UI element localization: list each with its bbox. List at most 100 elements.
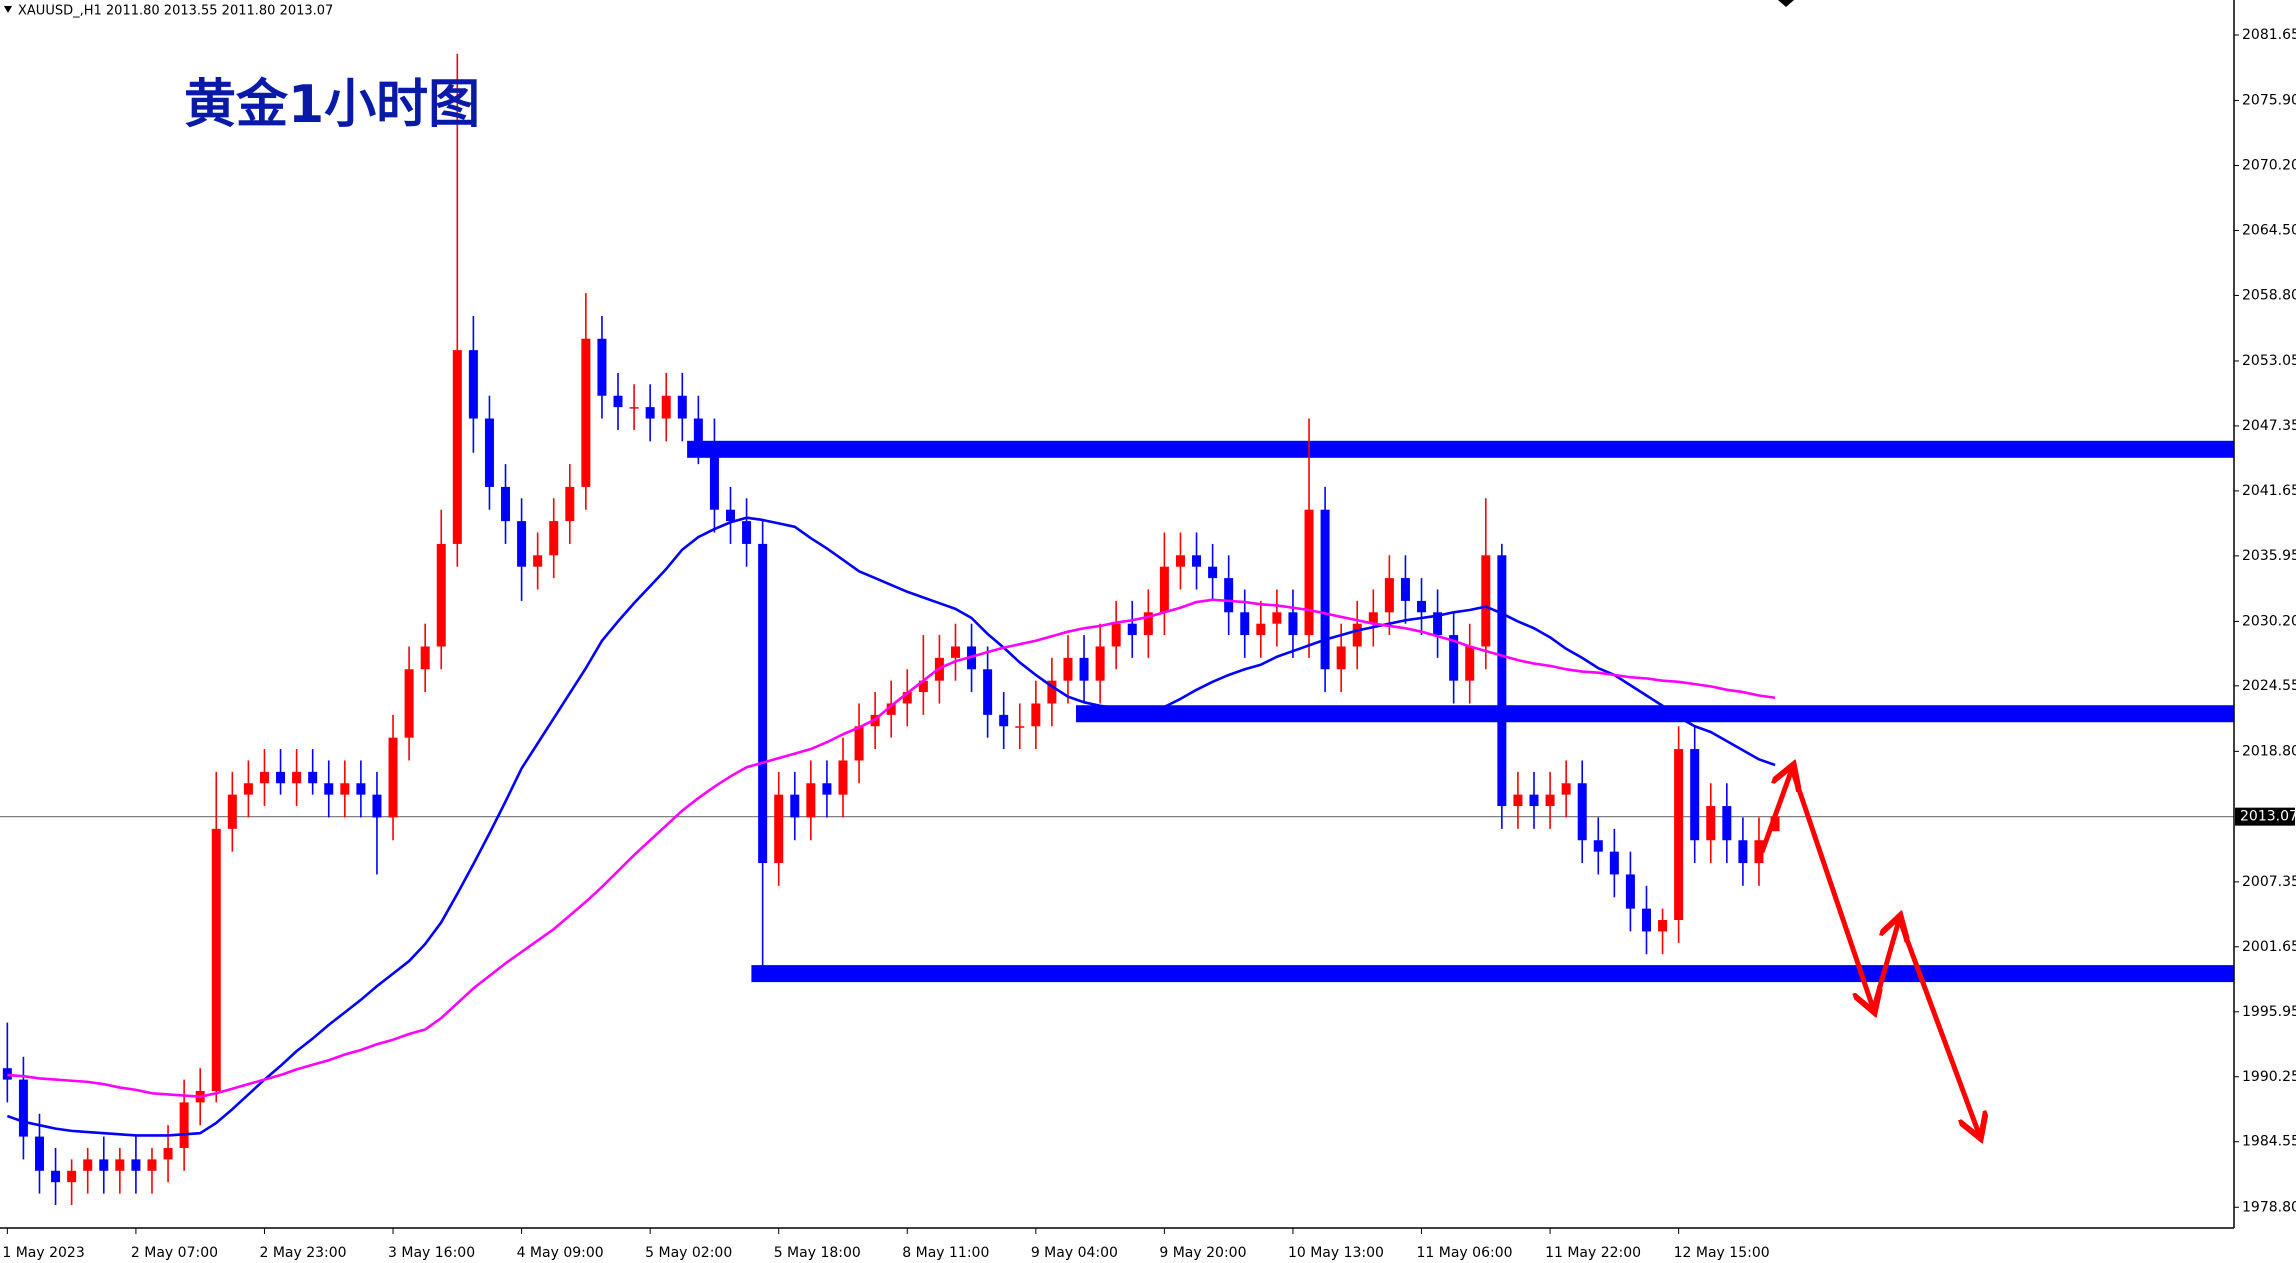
projection-arrow bbox=[1870, 920, 1899, 1012]
candle-body bbox=[1497, 555, 1507, 807]
candle-body bbox=[1433, 612, 1443, 636]
candle-body bbox=[693, 418, 703, 442]
axis-layer: 2081.65 2075.90 2070.20 2064.50 2058.80 2053.… bbox=[2, 27, 2296, 1261]
chart-title: 黄金1小时图 bbox=[184, 75, 480, 135]
candle-body bbox=[597, 338, 607, 396]
candle-body bbox=[1690, 749, 1700, 841]
candle-body bbox=[726, 509, 735, 522]
y-tick-label: 1990.25 bbox=[2242, 1069, 2296, 1085]
candle-body bbox=[999, 714, 1009, 727]
candle-body bbox=[902, 692, 912, 704]
candle-body bbox=[1352, 623, 1362, 647]
candle-body bbox=[854, 726, 864, 761]
candle-body bbox=[838, 760, 848, 795]
y-tick-label: 2047.35 bbox=[2242, 418, 2296, 434]
candle-body bbox=[1047, 680, 1057, 704]
candle-body bbox=[243, 783, 253, 795]
candle-body bbox=[1513, 794, 1523, 807]
candle-body bbox=[1545, 794, 1555, 807]
candle-body bbox=[372, 794, 382, 818]
candle-body bbox=[1127, 623, 1137, 636]
x-tick-label: 12 May 15:00 bbox=[1674, 1245, 1770, 1261]
y-tick-label: 1978.80 bbox=[2242, 1199, 2296, 1215]
candle-body bbox=[501, 486, 511, 522]
x-tick-label: 5 May 02:00 bbox=[645, 1245, 732, 1261]
y-tick-label: 1995.95 bbox=[2242, 1004, 2296, 1020]
candle-body bbox=[1079, 657, 1089, 681]
candle-body bbox=[1095, 646, 1105, 681]
candle-body bbox=[1770, 816, 1780, 832]
candle-body bbox=[1593, 840, 1603, 852]
current-price-label: 2013.07 bbox=[2240, 809, 2296, 825]
x-tick-label: 2 May 23:00 bbox=[259, 1245, 346, 1261]
candle-body bbox=[99, 1159, 109, 1171]
candle-body bbox=[1400, 578, 1410, 601]
candle-body bbox=[2, 1068, 12, 1080]
candle-body bbox=[950, 646, 960, 658]
candle-body bbox=[292, 771, 302, 784]
candle-body bbox=[613, 395, 623, 408]
candle-body bbox=[1175, 555, 1185, 567]
candle-body bbox=[565, 486, 575, 522]
y-tick-label: 2030.20 bbox=[2242, 613, 2296, 629]
support-resistance-level bbox=[1076, 705, 2234, 723]
candle-body bbox=[983, 669, 993, 715]
y-tick-label: 2007.35 bbox=[2242, 874, 2296, 890]
candle-body bbox=[1417, 600, 1427, 613]
candle-body bbox=[324, 783, 334, 795]
candle-body bbox=[709, 441, 719, 510]
y-tick-label: 2070.20 bbox=[2242, 157, 2296, 173]
candle-body bbox=[1288, 612, 1298, 636]
candle-body bbox=[18, 1079, 28, 1137]
candle-body bbox=[259, 771, 269, 784]
candle-body bbox=[1625, 874, 1635, 909]
x-tick-label: 9 May 04:00 bbox=[1031, 1245, 1118, 1261]
candle-body bbox=[549, 521, 559, 556]
candle-body bbox=[790, 794, 800, 818]
candle-body bbox=[484, 418, 494, 487]
candle-body bbox=[1738, 840, 1748, 864]
candle-body bbox=[1674, 749, 1684, 921]
candle-body bbox=[661, 395, 671, 419]
y-tick-label: 2024.55 bbox=[2242, 678, 2296, 694]
candle-body bbox=[179, 1102, 189, 1148]
candle-body bbox=[452, 350, 462, 544]
candle-body bbox=[677, 395, 687, 419]
support-resistance-level bbox=[687, 440, 2234, 458]
x-tick-label: 4 May 09:00 bbox=[517, 1245, 604, 1261]
y-tick-label: 2041.65 bbox=[2242, 483, 2296, 499]
candle-body bbox=[1641, 908, 1651, 932]
x-tick-label: 1 May 2023 bbox=[2, 1245, 84, 1261]
header: XAUUSD_,H1 2011.80 2013.55 2011.80 2013.… bbox=[18, 4, 333, 19]
candle-body bbox=[1256, 623, 1266, 636]
candle-body bbox=[822, 783, 832, 795]
candle-body bbox=[1449, 635, 1459, 681]
candle-body bbox=[1384, 578, 1394, 613]
candle-body bbox=[227, 794, 237, 829]
y-tick-label: 2075.90 bbox=[2242, 93, 2296, 109]
candle-body bbox=[645, 407, 655, 419]
candle-body bbox=[1658, 920, 1668, 932]
x-tick-label: 5 May 18:00 bbox=[774, 1245, 861, 1261]
candle-body bbox=[436, 543, 446, 647]
candle-body bbox=[1304, 509, 1314, 636]
candle-body bbox=[51, 1170, 61, 1183]
candle-body bbox=[1336, 646, 1346, 670]
candle-body bbox=[806, 783, 816, 818]
y-tick-label: 2018.80 bbox=[2242, 743, 2296, 759]
candle-body bbox=[1192, 555, 1202, 567]
moving-average-line bbox=[6, 516, 1776, 1137]
y-tick-label: 2035.95 bbox=[2242, 548, 2296, 564]
candle-body bbox=[758, 543, 768, 864]
marker-icon bbox=[1778, 0, 1794, 7]
header-icon bbox=[4, 6, 12, 13]
candle-body bbox=[886, 703, 896, 715]
x-tick-label: 8 May 11:00 bbox=[902, 1245, 989, 1261]
candle-body bbox=[1561, 783, 1571, 795]
candle-body bbox=[147, 1159, 157, 1171]
candle-body bbox=[1208, 566, 1218, 579]
candle-body bbox=[1577, 783, 1587, 841]
candle-body bbox=[388, 737, 398, 818]
